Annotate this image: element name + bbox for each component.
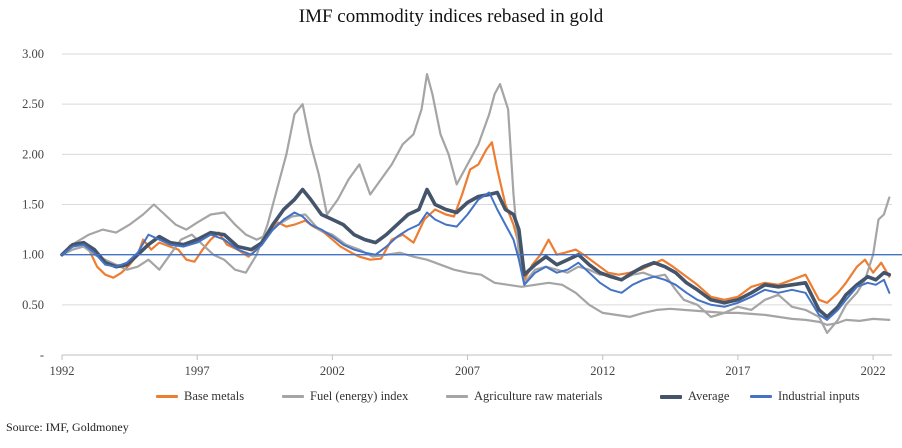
y-tick-label: 1.00	[22, 248, 44, 262]
source-note: Source: IMF, Goldmoney	[6, 420, 129, 434]
legend-label: Industrial inputs	[778, 389, 860, 403]
legend-label: Average	[688, 389, 730, 403]
legend-swatch	[282, 395, 304, 398]
legend-label: Agriculture raw materials	[474, 389, 603, 403]
y-axis-ticks: 3.00 2.50 2.00 1.50 1.00 0.50 -	[22, 47, 44, 362]
x-tick-label: 2017	[725, 364, 750, 378]
x-tick-label: 2007	[455, 364, 480, 378]
x-tick-label: 1992	[50, 364, 75, 378]
y-tick-label: 0.50	[22, 298, 44, 312]
y-tick-label: 3.00	[22, 47, 44, 61]
legend-label: Fuel (energy) index	[310, 389, 409, 403]
series-lines	[60, 73, 892, 334]
series-line-fuel-energy-index	[60, 73, 891, 334]
legend-item-average: Average	[660, 389, 729, 404]
chart-title: IMF commodity indices rebased in gold	[298, 6, 604, 27]
legend: Base metals Fuel (energy) index Agricultur…	[0, 389, 902, 407]
y-tick-label: -	[40, 348, 44, 362]
x-tick-label: 2002	[320, 364, 345, 378]
legend-item-base-metals: Base metals	[156, 389, 244, 404]
series-line-industrial-inputs	[61, 191, 891, 321]
x-tick-label: 1997	[185, 364, 210, 378]
x-axis-ticks: 1992 1997 2002 2007 2012 2017 2022	[50, 355, 886, 378]
y-tick-label: 2.00	[22, 147, 44, 161]
x-tick-label: 2012	[590, 364, 615, 378]
legend-label: Base metals	[184, 389, 245, 403]
legend-swatch	[446, 395, 468, 398]
legend-swatch	[660, 394, 682, 399]
y-tick-label: 1.50	[22, 198, 44, 212]
chart-plot: 3.00 2.50 2.00 1.50 1.00 0.50 - 1992 1997 2002 20…	[22, 47, 902, 378]
x-tick-label: 2022	[861, 364, 886, 378]
series-line-base-metals	[60, 141, 891, 304]
grid-lines	[62, 53, 892, 356]
legend-swatch	[156, 395, 178, 398]
legend-swatch	[750, 395, 772, 398]
series-line-agriculture-raw-materials	[60, 203, 891, 326]
series-line-average	[60, 187, 892, 319]
legend-item-agriculture-raw-materials: Agriculture raw materials	[446, 389, 602, 404]
y-tick-label: 2.50	[22, 97, 44, 111]
legend-item-fuel-energy-index: Fuel (energy) index	[282, 389, 408, 404]
legend-item-industrial-inputs: Industrial inputs	[750, 389, 860, 404]
